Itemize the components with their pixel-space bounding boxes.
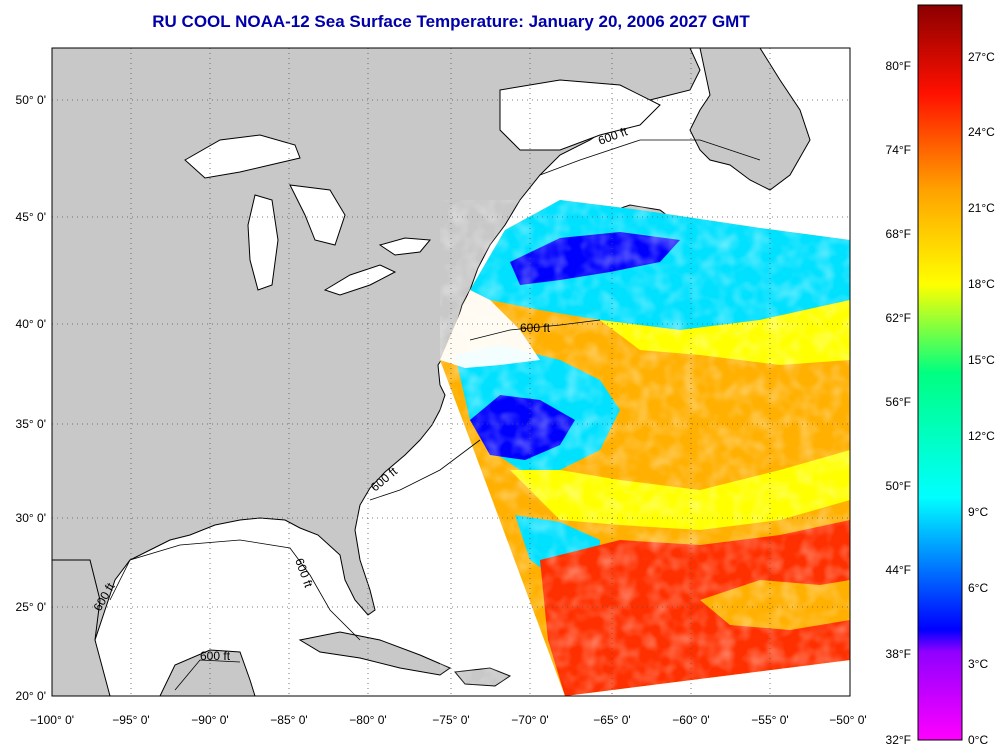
fahrenheit-label: 80°F — [886, 59, 911, 73]
lon-tick-label: −60° 0' — [672, 713, 709, 727]
isobath-600ft — [109, 139, 761, 691]
colorbar-fahrenheit-labels: 80°F 74°F 68°F 62°F 56°F 50°F 44°F 38°F … — [886, 59, 911, 747]
latitude-axis: 50° 0' 45° 0' 40° 0' 35° 0' 30° 0' 25° 0… — [16, 93, 46, 703]
celsius-label: 12°C — [968, 429, 995, 443]
lat-tick-label: 35° 0' — [16, 417, 46, 431]
lat-tick-label: 40° 0' — [16, 317, 46, 331]
fahrenheit-label: 56°F — [886, 395, 911, 409]
fahrenheit-label: 44°F — [886, 563, 911, 577]
fahrenheit-label: 38°F — [886, 647, 911, 661]
lake-superior — [184, 134, 301, 179]
lake-ontario — [378, 237, 432, 256]
map-frame — [51, 47, 851, 697]
celsius-label: 27°C — [968, 50, 995, 64]
lat-tick-label: 25° 0' — [16, 600, 46, 614]
lon-tick-label: −90° 0' — [191, 713, 228, 727]
lon-tick-label: −100° 0' — [30, 713, 74, 727]
lon-tick-label: −75° 0' — [432, 713, 469, 727]
north-america-land — [52, 48, 701, 696]
fahrenheit-label: 50°F — [886, 479, 911, 493]
lon-tick-label: −80° 0' — [349, 713, 386, 727]
lake-erie — [323, 264, 397, 296]
celsius-label: 15°C — [968, 353, 995, 367]
lon-tick-label: −55° 0' — [751, 713, 788, 727]
maritimes-land — [689, 48, 811, 191]
celsius-label: 0°C — [968, 733, 988, 747]
celsius-label: 18°C — [968, 277, 995, 291]
map-title: RU COOL NOAA-12 Sea Surface Temperature:… — [152, 12, 750, 31]
fahrenheit-label: 62°F — [886, 311, 911, 325]
lake-michigan — [247, 194, 279, 291]
lat-tick-label: 30° 0' — [16, 511, 46, 525]
mexico-land — [52, 559, 111, 696]
isobath-label: 600 ft — [200, 649, 231, 663]
lat-tick-label: 20° 0' — [16, 689, 46, 703]
celsius-label: 6°C — [968, 581, 988, 595]
lake-huron — [289, 184, 346, 246]
fahrenheit-label: 74°F — [886, 143, 911, 157]
hudson-bay-ice — [499, 79, 661, 151]
graticule — [52, 48, 850, 696]
celsius-label: 9°C — [968, 505, 988, 519]
temperature-colorbar — [917, 4, 963, 741]
fahrenheit-label: 68°F — [886, 227, 911, 241]
sst-swath — [440, 200, 850, 696]
celsius-label: 21°C — [968, 201, 995, 215]
fahrenheit-label: 32°F — [886, 733, 911, 747]
lat-tick-label: 50° 0' — [16, 93, 46, 107]
celsius-label: 3°C — [968, 657, 988, 671]
longitude-axis: −100° 0' −95° 0' −90° 0' −85° 0' −80° 0'… — [30, 713, 867, 727]
lon-tick-label: −95° 0' — [112, 713, 149, 727]
lon-tick-label: −70° 0' — [511, 713, 548, 727]
isobath-label: 600 ft — [520, 321, 551, 335]
lon-tick-label: −50° 0' — [829, 713, 866, 727]
celsius-label: 24°C — [968, 125, 995, 139]
lon-tick-label: −65° 0' — [593, 713, 630, 727]
lat-tick-label: 45° 0' — [16, 210, 46, 224]
lon-tick-label: −85° 0' — [270, 713, 307, 727]
colorbar-celsius-labels: 27°C 24°C 21°C 18°C 15°C 12°C 9°C 6°C 3°… — [968, 50, 995, 747]
